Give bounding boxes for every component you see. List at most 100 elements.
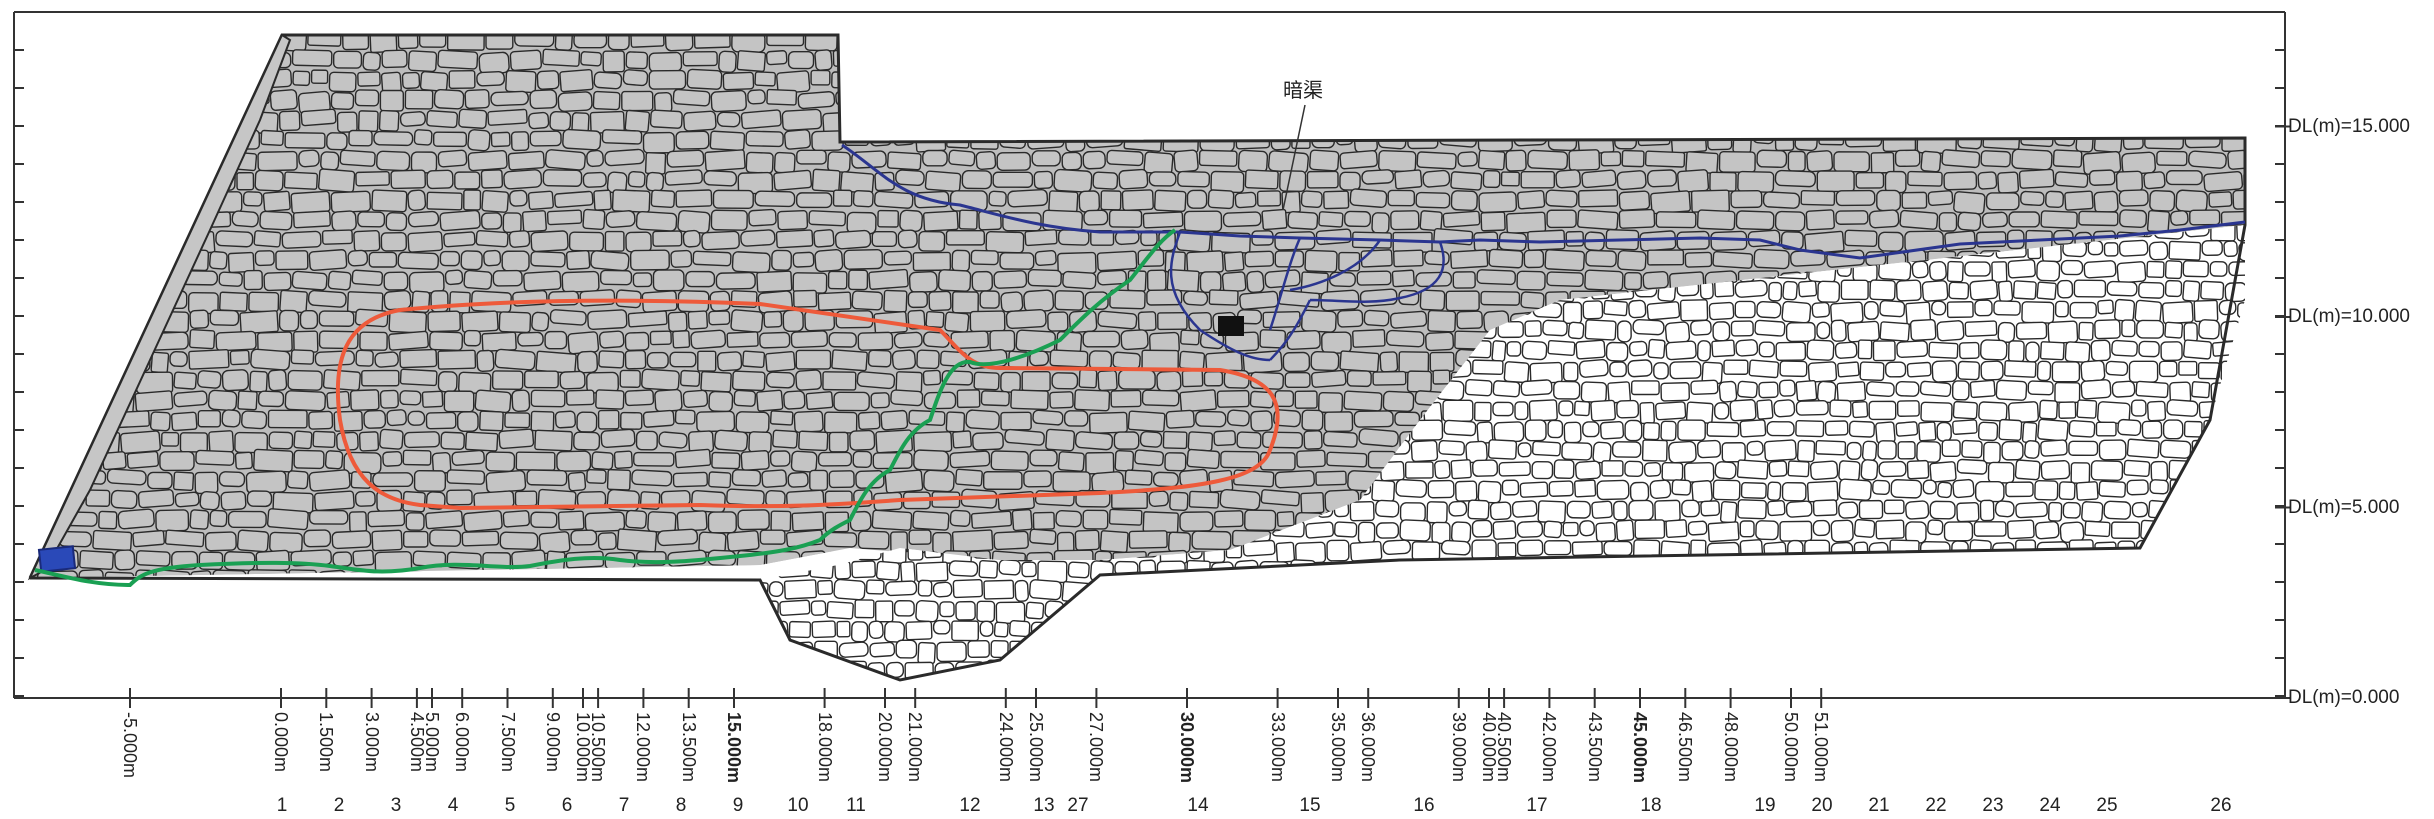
stone — [586, 469, 607, 485]
stone — [567, 331, 600, 355]
stone — [1517, 442, 1532, 458]
stone — [955, 600, 976, 621]
stone — [374, 351, 399, 368]
stone — [2076, 399, 2098, 419]
stone — [1830, 541, 1854, 558]
stone — [218, 271, 243, 287]
stone — [2215, 561, 2241, 578]
stone — [1245, 69, 1267, 85]
stone — [647, 511, 677, 534]
stone — [1879, 299, 1906, 318]
stone — [1197, 49, 1222, 66]
stone — [1208, 289, 1239, 306]
stone — [672, 330, 691, 349]
stone — [1424, 250, 1450, 266]
stone — [1191, 580, 1207, 602]
stone — [1173, 35, 1209, 51]
stone — [1573, 400, 1591, 417]
stone — [568, 231, 605, 252]
stone — [731, 469, 762, 487]
stone — [774, 682, 795, 696]
distance-label: 46.500m — [1675, 712, 1696, 783]
stone — [675, 130, 710, 150]
stone — [1117, 369, 1156, 390]
stone — [631, 469, 673, 487]
distance-label: 30.000m — [1177, 712, 1197, 784]
stone — [1886, 601, 1914, 620]
stone — [765, 371, 795, 389]
stone — [1222, 211, 1262, 228]
stone — [1665, 340, 1697, 361]
stone — [940, 109, 982, 131]
stone — [1878, 561, 1896, 580]
stone — [1096, 250, 1138, 272]
stone — [425, 411, 457, 430]
stone — [2110, 521, 2141, 540]
stone — [817, 291, 852, 311]
stone — [1157, 312, 1188, 331]
stone — [1142, 211, 1184, 229]
stone — [1681, 581, 1705, 602]
stone — [2166, 599, 2186, 621]
stone — [64, 35, 86, 54]
stone — [1492, 520, 1517, 540]
stone — [769, 410, 794, 426]
stone — [2014, 459, 2041, 481]
stone — [1307, 111, 1333, 128]
stone — [353, 230, 381, 252]
stone — [1141, 622, 1158, 644]
stone — [2150, 460, 2169, 483]
stone — [792, 251, 815, 268]
stone — [1363, 309, 1390, 327]
stone — [1600, 151, 1622, 167]
stone — [1995, 69, 2025, 87]
stone — [1795, 399, 1829, 416]
stone — [357, 110, 379, 133]
stone — [791, 511, 825, 532]
stone — [1739, 419, 1767, 438]
section-number: 11 — [846, 795, 866, 816]
stone — [253, 230, 282, 248]
stone — [1411, 682, 1429, 696]
stone — [935, 90, 970, 110]
stone — [425, 510, 464, 530]
stone — [893, 331, 923, 349]
stone — [606, 468, 632, 491]
stone — [1273, 409, 1302, 428]
stone — [1054, 290, 1085, 311]
stone — [1442, 399, 1474, 422]
stone — [332, 50, 363, 69]
stone — [1740, 481, 1767, 499]
stone — [1082, 150, 1106, 170]
stone — [895, 169, 925, 187]
stone — [429, 331, 464, 352]
stone — [1603, 639, 1620, 658]
stone — [122, 49, 150, 65]
stone — [1739, 520, 1755, 538]
section-number: 25 — [2096, 795, 2118, 816]
stone — [1405, 560, 1427, 577]
stone — [2170, 682, 2195, 698]
stone — [1504, 580, 1523, 601]
stone — [1318, 211, 1344, 228]
stone — [1906, 361, 1932, 378]
stone — [195, 449, 235, 466]
stone — [1538, 110, 1564, 132]
stone — [1573, 89, 1592, 111]
stone — [1546, 641, 1564, 662]
stone — [1069, 659, 1100, 679]
stone — [1484, 110, 1520, 134]
stone — [1661, 461, 1684, 481]
stone — [1977, 580, 2001, 597]
stone — [2227, 149, 2245, 170]
stone — [2235, 570, 2245, 578]
stone — [2244, 231, 2245, 252]
stone — [1515, 640, 1547, 659]
stone — [2215, 49, 2245, 67]
stone — [30, 110, 60, 130]
stone — [1004, 428, 1045, 446]
stone — [1111, 580, 1133, 599]
stone — [1458, 51, 1485, 70]
distance-label: 12.000m — [633, 712, 654, 783]
stone — [1621, 149, 1645, 168]
